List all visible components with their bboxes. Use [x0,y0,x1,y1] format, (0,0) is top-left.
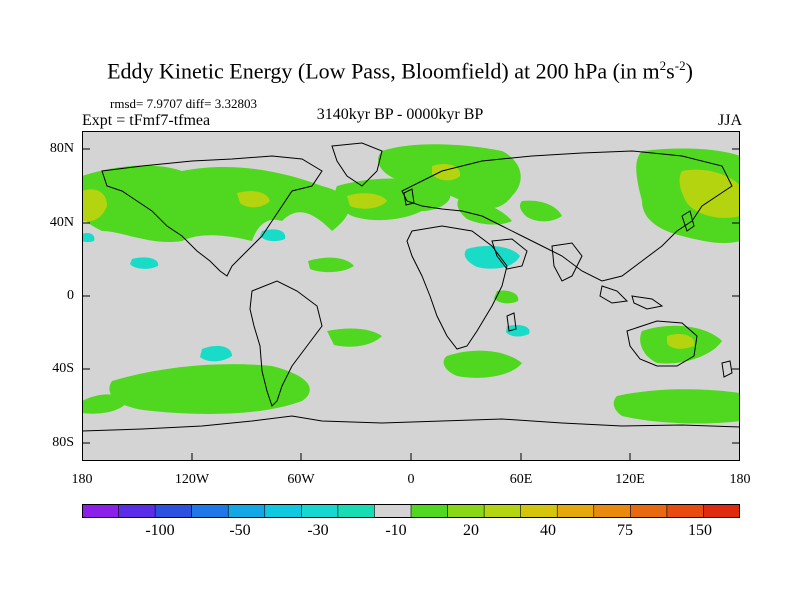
colorbar-cell [191,504,230,518]
x-label-60e: 60E [509,472,533,487]
colorbar-cell [630,504,668,518]
season-label: JJA [717,112,742,129]
title-text: Eddy Kinetic Energy (Low Pass, Bloomfiel… [107,58,660,84]
colorbar-label-neg50: -50 [229,522,251,539]
x-label-120e: 120E [615,472,645,487]
title-sup-1: 2 [659,58,667,73]
y-label-80n: 80N [49,141,74,156]
x-label-0: 0 [407,472,415,487]
strong-positive-regions [82,164,740,349]
colorbar-cell [593,504,632,518]
title-end: ) [685,58,693,84]
colorbar-cell [264,504,303,518]
colorbar-cell [703,504,740,518]
colorbar-cell [227,504,266,518]
negative-anomaly-regions [82,229,530,362]
colorbar-cell [118,504,156,518]
period-label: 3140kyr BP - 0000kyr BP [316,106,484,123]
plot-title: Eddy Kinetic Energy (Low Pass, Bloomfiel… [0,58,800,84]
colorbar-cell [410,504,449,518]
colorbar-label-neg10: -10 [385,522,407,539]
stats-text: rmsd= 7.9707 diff= 3.32803 [110,96,257,111]
y-label-40n: 40N [49,215,74,230]
colorbar-cell [447,504,485,518]
colorbar-label-40: 40 [540,522,556,539]
colorbar-cell [520,504,559,518]
x-label-180-right: 180 [729,472,751,487]
x-label-180-left: 180 [71,472,93,487]
colorbar-cell [374,504,412,518]
colorbar-cell [82,504,120,518]
x-label-120w: 120W [174,472,210,487]
colorbar-label-150: 150 [688,522,712,539]
colorbar [82,504,740,518]
x-label-60w: 60W [287,472,315,487]
colorbar-label-neg30: -30 [307,522,329,539]
map-ticks [82,148,740,461]
colorbar-label-neg100: -100 [145,522,175,539]
colorbar-cell [556,504,595,518]
experiment-label: Expt = tFmf7-tfmea [82,112,211,129]
coastlines [82,142,740,432]
y-label-40s: 40S [52,361,74,376]
title-unit-s: s [666,58,675,84]
colorbar-cell [337,504,376,518]
colorbar-cell [483,504,522,518]
y-label-80s: 80S [52,435,74,450]
colorbar-cell [154,504,193,518]
y-label-0: 0 [67,288,74,303]
colorbar-cells [82,504,740,518]
world-map [82,131,740,461]
colorbar-cell [301,504,339,518]
title-sup-2: -2 [674,58,686,73]
colorbar-label-75: 75 [617,522,633,539]
colorbar-frame [82,504,740,518]
colorbar-label-20: 20 [463,522,479,539]
colorbar-cell [666,504,705,518]
